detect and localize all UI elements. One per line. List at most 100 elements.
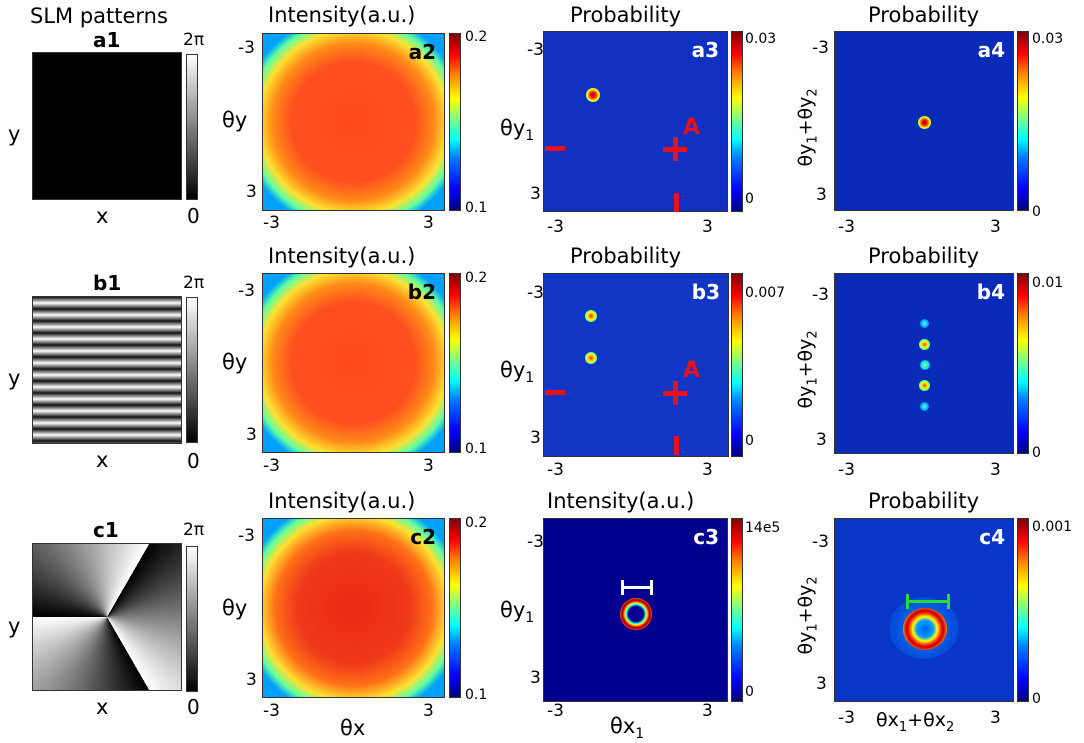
intensity-map-b2: b2 [262,273,445,453]
marker-dash-left-a3 [545,146,565,151]
ytick-pos-b4: 3 [816,430,827,450]
b2-title: Intensity(a.u.) [268,244,416,268]
peak-a4 [918,116,931,129]
probability-map-b4: b4 [834,273,1014,454]
xtick-neg-c4: -3 [838,708,855,728]
cb-min-b3: 0 [745,433,754,449]
xtick-neg-c2: -3 [263,701,280,721]
slm-pattern-a1 [32,52,182,200]
scale-bar-left-tick-c4 [906,594,909,609]
phase-max-b1: 2π [183,273,205,293]
y-axis-label-c4: θy1+θy2 [794,576,821,655]
x-label-b1: x [96,448,109,472]
y-axis-label-b3: θy1 [500,358,535,387]
c4-title: Probability [868,489,980,513]
peak-b4-4 [919,380,930,391]
marker-dash-left-b3 [545,390,565,395]
panel-label-c2: c2 [410,525,436,549]
ytick-neg-a4: -3 [812,38,829,58]
intensity-map-c3: c3 [543,518,728,702]
intensity-map-c2: c2 [262,518,445,698]
ytick-neg-b4: -3 [812,285,829,305]
phase-colorbar-a1 [186,54,198,200]
xtick-neg-a2: -3 [263,213,280,233]
panel-label-a2: a2 [408,40,436,64]
marker-cross-v-a3 [673,137,678,161]
cb-min-b4: 0 [1032,445,1041,461]
xtick-pos-a2: 3 [423,213,434,233]
ytick-neg-b3: -3 [527,283,544,303]
intensity-colorbar-b2 [449,273,461,453]
ytick-neg-c3: -3 [527,532,544,552]
cb-min-c3: 0 [745,684,754,700]
cb-min-b2: 0.1 [465,441,488,457]
cb-max-c4: 0.001 [1032,519,1073,535]
ytick-pos-c3: 3 [530,668,541,688]
scale-bar-right-tick-c3 [650,580,653,595]
cb-max-a4: 0.03 [1032,31,1064,47]
peak-a3 [586,88,600,102]
slm-pattern-b1 [32,296,182,444]
y-axis-label-c3: θy1 [500,598,535,627]
marker-a-b3: A [683,358,701,383]
xtick-neg-b2: -3 [263,456,280,476]
phase-min-b1: 0 [187,449,200,473]
xtick-pos-b4: 3 [990,460,1001,480]
cb-min-c4: 0 [1032,691,1041,707]
y-axis-label-a3: θy1 [500,116,535,145]
peak-b4-5 [920,402,929,411]
scale-bar-left-tick-c3 [621,580,624,595]
ytick-pos-b3: 3 [530,428,541,448]
slm-pattern-c1 [32,543,182,691]
y-axis-label-b2: θy [222,350,248,374]
phase-min-c1: 0 [187,695,200,719]
scale-bar-c3 [622,586,652,589]
a4-title: Probability [868,3,980,27]
cb-min-a4: 0 [1032,204,1041,220]
xtick-pos-c3: 3 [702,701,713,721]
peak-b3-lower [585,352,597,364]
ytick-pos-b2: 3 [246,425,257,445]
xtick-neg-b3: -3 [547,460,564,480]
xtick-neg-a4: -3 [838,217,855,237]
ytick-neg-b2: -3 [238,281,255,301]
panel-label-b4: b4 [976,280,1005,304]
phase-colorbar-b1 [186,297,198,443]
cb-max-b2: 0.2 [465,270,488,286]
scale-bar-right-tick-c4 [947,594,950,609]
a2-title: Intensity(a.u.) [268,3,416,27]
peak-b4-1 [920,319,929,328]
y-label-c1: y [8,614,21,638]
b4-title: Probability [868,244,980,268]
donut-probability-c4 [903,608,947,650]
peak-b4-2 [919,339,930,350]
panel-label-c1: c1 [93,518,119,542]
panel-label-a1: a1 [93,28,121,52]
probability-colorbar-c4 [1017,518,1029,702]
c3-title: Intensity(a.u.) [547,489,695,513]
x-axis-label-c4: θx1+θx2 [876,709,955,735]
ytick-neg-c4: -3 [812,532,829,552]
probability-colorbar-a3 [731,31,743,212]
x-label-a1: x [96,204,109,228]
intensity-colorbar-c3 [731,518,743,702]
cb-min-a2: 0.1 [465,200,488,216]
panel-label-a3: a3 [691,38,719,62]
ytick-pos-c4: 3 [816,674,827,694]
xtick-neg-a3: -3 [547,217,564,237]
panel-label-b2: b2 [407,280,436,304]
cb-min-a3: 0 [745,191,754,207]
xtick-pos-a4: 3 [990,217,1001,237]
cb-max-b4: 0.01 [1032,275,1064,291]
probability-colorbar-b4 [1017,273,1029,454]
x-axis-label-c3: θx1 [610,714,645,743]
marker-cross-v-b3 [673,381,678,405]
cb-max-a3: 0.03 [745,31,777,47]
probability-colorbar-a4 [1017,31,1029,211]
phase-max-a1: 2π [183,30,205,50]
donut-beam-c3 [620,598,652,630]
panel-label-c3: c3 [693,525,719,549]
b3-title: Probability [570,244,682,268]
y-axis-label-c2: θy [222,596,248,620]
c2-title: Intensity(a.u.) [268,489,416,513]
